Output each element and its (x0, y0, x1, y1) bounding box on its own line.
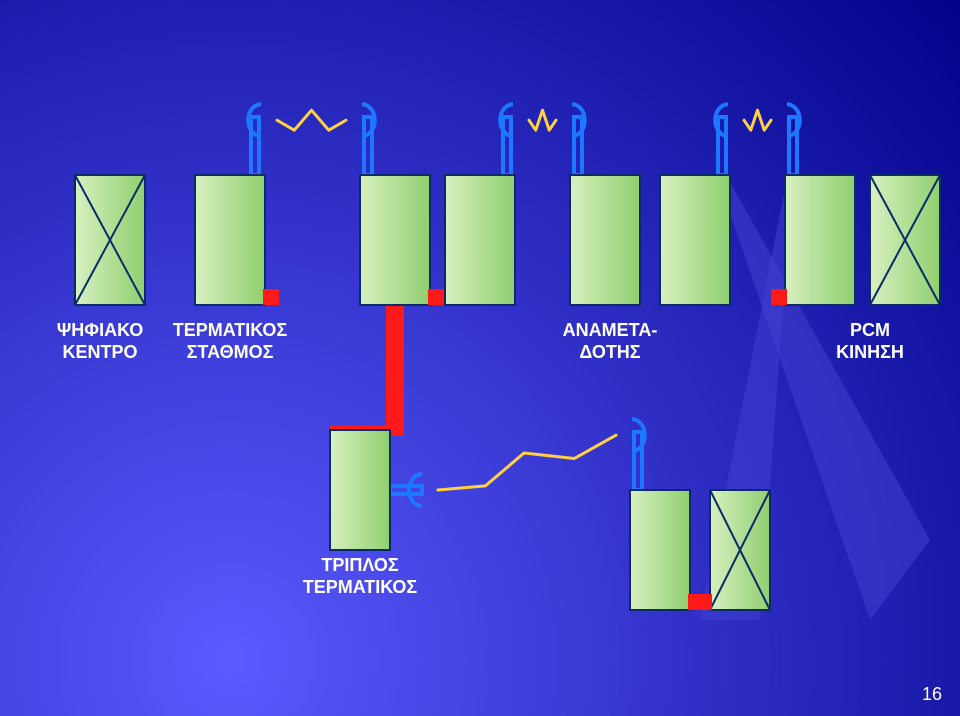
box-dc (75, 175, 145, 305)
box-ts1-notch (263, 289, 279, 305)
lbl-repeater: ΑΝΑΜΕΤΑ- ΔΟΤΗΣ (530, 320, 690, 363)
lbl-terminal-station: ΤΕΡΜΑΤΙΚΟΣ ΣΤΑΘΜΟΣ (150, 320, 310, 363)
page-number: 16 (922, 684, 942, 706)
conn-trip-v (386, 305, 404, 436)
box-pcm (870, 175, 940, 305)
box-ts2-notch (771, 289, 787, 305)
box-rp1a-notch (428, 289, 444, 305)
box-rp2a (570, 175, 640, 305)
box-rp2b (660, 175, 730, 305)
lbl-pcm-traffic: PCM ΚΙΝΗΣΗ (810, 320, 930, 363)
lbl-digital-center: ΨΗΦΙΑΚΟ ΚΕΝΤΡΟ (40, 320, 160, 363)
lbl-triple-terminal: ΤΡΙΠΛΟΣ ΤΕΡΜΑΤΙΚΟΣ (270, 555, 450, 598)
box-rp1b (445, 175, 515, 305)
box-trip (330, 430, 390, 550)
box-low-cx-notch (696, 594, 712, 610)
diagram-stage: ΨΗΦΙΑΚΟ ΚΕΝΤΡΟΤΕΡΜΑΤΙΚΟΣ ΣΤΑΘΜΟΣ ΑΝΑΜΕΤΑ-… (0, 0, 960, 716)
